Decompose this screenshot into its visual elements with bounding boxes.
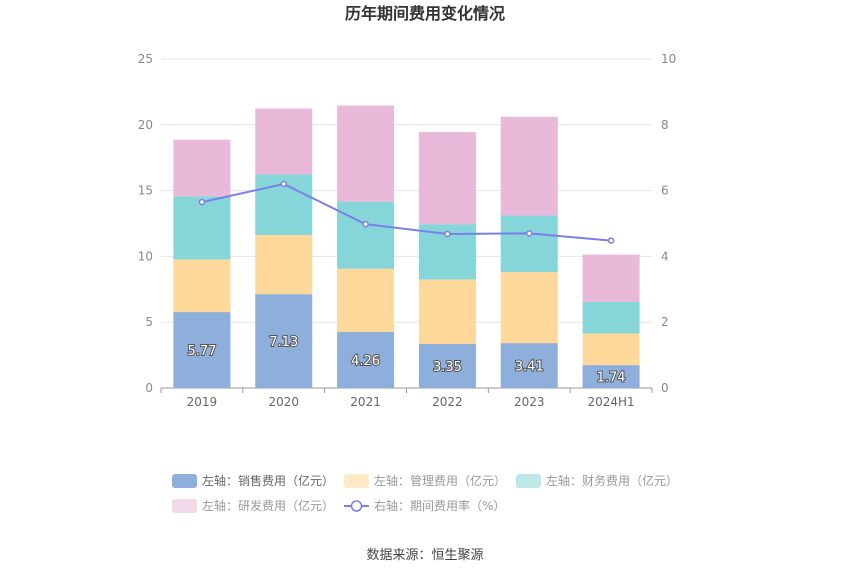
- y-left-tick-label: 10: [138, 249, 153, 263]
- legend-item[interactable]: 左轴：财务费用（亿元）: [516, 473, 678, 488]
- y-right-tick-label: 10: [661, 52, 676, 66]
- bar[interactable]: [500, 116, 558, 216]
- line-point[interactable]: [526, 230, 533, 237]
- line-point[interactable]: [444, 230, 451, 238]
- bar[interactable]: [582, 365, 640, 388]
- bar[interactable]: [255, 234, 313, 295]
- bar[interactable]: [337, 105, 395, 202]
- bar[interactable]: [255, 294, 313, 388]
- legend-label: 左轴：研发费用（亿元）: [202, 498, 334, 513]
- legend-label: 右轴：期间费用率（%）: [374, 498, 505, 513]
- x-axis: 2019 2020 2021 2022 2023 2024H1: [160, 388, 653, 409]
- y-right-tick-label: 4: [661, 249, 669, 263]
- legend-swatch-marker: [350, 500, 363, 512]
- y-left-tick-label: 5: [145, 315, 153, 329]
- bar[interactable]: [173, 312, 231, 388]
- x-tick-label: 2022: [432, 395, 463, 409]
- x-tick-label: 2023: [514, 395, 545, 409]
- bar-data-label: 4.26: [351, 354, 380, 369]
- legend-item[interactable]: 左轴：销售费用（亿元）: [172, 473, 334, 488]
- bar[interactable]: [582, 301, 640, 334]
- x-tick-label: 2021: [350, 395, 381, 409]
- y-right-tick-label: 8: [661, 118, 669, 132]
- y-axis-left: 0 5 10 15 20 25: [138, 52, 153, 395]
- y-right-tick-label: 0: [661, 381, 669, 395]
- chart-title: 历年期间费用变化情况: [345, 4, 505, 23]
- legend-swatch: [172, 499, 197, 513]
- line-path: [201, 182, 612, 242]
- bar[interactable]: [255, 108, 313, 175]
- bar[interactable]: [418, 343, 476, 388]
- y-right-tick-label: 2: [661, 315, 669, 329]
- x-tick-label: 2019: [187, 395, 218, 409]
- bar-series: 5.77 7.13 4.26 3.35 3.41 1.74: [173, 105, 640, 388]
- bar[interactable]: [337, 201, 395, 269]
- y-right-tick-label: 6: [661, 184, 669, 198]
- y-left-tick-label: 20: [138, 118, 153, 132]
- line-point[interactable]: [362, 220, 369, 228]
- legend-label: 左轴：销售费用（亿元）: [202, 473, 334, 488]
- legend-swatch: [172, 474, 197, 488]
- bar[interactable]: [173, 139, 231, 197]
- x-tick-label: 2020: [268, 395, 299, 409]
- legend-item[interactable]: 左轴：研发费用（亿元）: [172, 498, 334, 513]
- legend[interactable]: 左轴：销售费用（亿元） 左轴：管理费用（亿元） 左轴：财务费用（亿元） 左轴：研发费用…: [172, 473, 678, 513]
- legend-label: 左轴：财务费用（亿元）: [546, 473, 678, 488]
- line-point[interactable]: [607, 237, 615, 244]
- legend-item[interactable]: 左轴：管理费用（亿元）: [344, 473, 506, 488]
- bar[interactable]: [500, 215, 558, 273]
- legend-item[interactable]: 右轴：期间费用率（%）: [344, 498, 505, 513]
- legend-swatch: [344, 474, 369, 488]
- bar[interactable]: [173, 259, 231, 313]
- bar[interactable]: [418, 279, 476, 344]
- bar-data-label: 3.41: [515, 360, 544, 375]
- gridlines: [161, 58, 652, 389]
- source-note: 数据来源：恒生聚源: [366, 548, 483, 563]
- legend-label: 左轴：管理费用（亿元）: [374, 473, 506, 488]
- y-left-tick-label: 25: [138, 52, 153, 66]
- bar-data-label: 1.74: [597, 371, 626, 386]
- bar[interactable]: [582, 333, 640, 366]
- bar[interactable]: [173, 196, 231, 260]
- bar[interactable]: [500, 343, 558, 388]
- line-series: [198, 180, 615, 244]
- y-left-tick-label: 0: [145, 381, 153, 395]
- legend-swatch: [516, 474, 541, 488]
- bar[interactable]: [418, 132, 476, 225]
- y-left-tick-label: 15: [138, 184, 153, 198]
- bar-data-label: 7.13: [269, 335, 298, 350]
- bar[interactable]: [337, 331, 395, 388]
- bar[interactable]: [337, 268, 395, 332]
- bar[interactable]: [582, 254, 640, 302]
- line-point[interactable]: [280, 180, 287, 188]
- line-point[interactable]: [198, 198, 206, 206]
- bar-data-label: 5.77: [187, 344, 216, 359]
- x-tick-label: 2024H1: [587, 395, 634, 409]
- y-axis-right: 0 2 4 6 8 10: [661, 52, 676, 395]
- bar-data-label: 3.35: [433, 360, 462, 375]
- bar[interactable]: [500, 272, 558, 344]
